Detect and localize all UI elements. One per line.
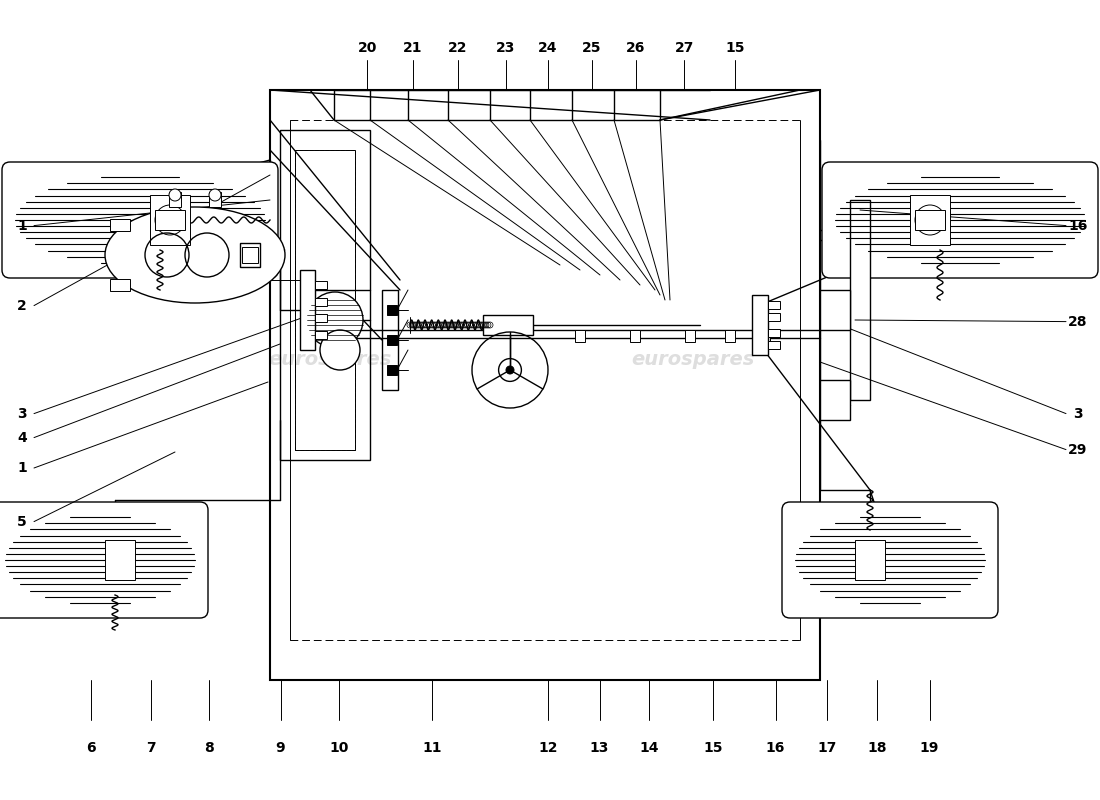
Text: 23: 23 xyxy=(496,41,516,55)
Text: 27: 27 xyxy=(674,41,694,55)
Text: 25: 25 xyxy=(582,41,602,55)
Bar xyxy=(768,313,780,321)
FancyBboxPatch shape xyxy=(2,162,278,278)
Bar xyxy=(855,540,886,580)
Bar xyxy=(315,314,327,322)
Text: 19: 19 xyxy=(920,741,939,755)
Bar xyxy=(315,281,327,289)
Text: 28: 28 xyxy=(1068,314,1088,329)
Bar xyxy=(760,330,770,342)
Text: 15: 15 xyxy=(725,41,745,55)
Circle shape xyxy=(506,366,514,374)
Bar xyxy=(300,270,315,350)
Bar xyxy=(768,301,780,309)
Bar xyxy=(169,192,182,207)
Text: 16: 16 xyxy=(1068,218,1088,233)
Text: 8: 8 xyxy=(205,741,213,755)
Text: 16: 16 xyxy=(766,741,785,755)
Text: 7: 7 xyxy=(146,741,155,755)
Text: 10: 10 xyxy=(329,741,349,755)
Text: 1: 1 xyxy=(18,218,26,233)
Bar xyxy=(630,330,640,342)
Bar xyxy=(768,341,780,349)
Text: 3: 3 xyxy=(1074,406,1082,421)
Bar xyxy=(910,195,950,245)
Bar xyxy=(295,150,355,450)
Text: 9: 9 xyxy=(276,741,285,755)
Bar xyxy=(110,219,130,231)
Bar xyxy=(242,247,258,263)
Text: 20: 20 xyxy=(358,41,377,55)
Bar xyxy=(387,305,397,315)
Text: 29: 29 xyxy=(1068,442,1088,457)
Ellipse shape xyxy=(104,207,285,303)
Text: 14: 14 xyxy=(639,741,659,755)
Bar xyxy=(315,298,327,306)
Text: 2: 2 xyxy=(18,298,26,313)
Text: 18: 18 xyxy=(867,741,887,755)
Bar xyxy=(850,200,870,400)
Circle shape xyxy=(169,189,182,201)
Bar xyxy=(240,243,260,267)
Text: 17: 17 xyxy=(817,741,837,755)
Text: 1: 1 xyxy=(18,461,26,475)
Text: 3: 3 xyxy=(18,406,26,421)
Text: eurospares: eurospares xyxy=(268,350,392,370)
Bar xyxy=(382,290,398,390)
Bar xyxy=(150,195,190,245)
Bar xyxy=(387,335,397,345)
Text: eurospares: eurospares xyxy=(631,350,755,370)
Bar xyxy=(483,315,534,335)
Circle shape xyxy=(320,330,360,370)
Circle shape xyxy=(209,189,221,201)
Bar xyxy=(155,210,185,230)
Bar xyxy=(110,279,130,291)
Text: 26: 26 xyxy=(626,41,646,55)
Circle shape xyxy=(307,292,363,348)
Bar xyxy=(387,365,397,375)
Bar xyxy=(768,329,780,337)
Bar xyxy=(685,330,695,342)
Text: 11: 11 xyxy=(422,741,442,755)
Text: 6: 6 xyxy=(87,741,96,755)
FancyBboxPatch shape xyxy=(0,502,208,618)
Bar xyxy=(725,330,735,342)
Text: 4: 4 xyxy=(18,430,26,445)
Text: 15: 15 xyxy=(703,741,723,755)
Text: 5: 5 xyxy=(18,514,26,529)
FancyBboxPatch shape xyxy=(822,162,1098,278)
Bar xyxy=(209,192,221,207)
Bar xyxy=(104,540,135,580)
Bar xyxy=(575,330,585,342)
Bar xyxy=(270,90,820,680)
Text: 13: 13 xyxy=(590,741,609,755)
Bar xyxy=(915,210,945,230)
Text: 24: 24 xyxy=(538,41,558,55)
Text: 22: 22 xyxy=(448,41,468,55)
Text: 21: 21 xyxy=(403,41,422,55)
Bar xyxy=(280,130,370,460)
Bar xyxy=(820,380,850,420)
Bar xyxy=(752,295,768,355)
Bar xyxy=(295,150,355,450)
Text: 12: 12 xyxy=(538,741,558,755)
Bar xyxy=(315,331,327,339)
FancyBboxPatch shape xyxy=(782,502,998,618)
Bar xyxy=(820,290,850,330)
